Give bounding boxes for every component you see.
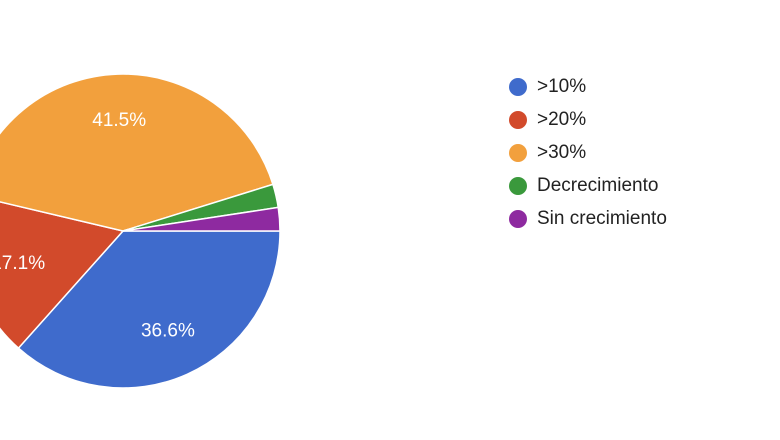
slice-label: 17.1% [0, 253, 45, 274]
legend-swatch [509, 144, 527, 162]
legend-text: Sin crecimiento [537, 208, 667, 229]
legend-text: >10% [537, 76, 586, 97]
legend-swatch [509, 78, 527, 96]
pie-slice [122, 206, 281, 232]
legend-swatch [509, 111, 527, 129]
legend-swatch [509, 177, 527, 195]
legend-swatch [509, 210, 527, 228]
legend-text: >30% [537, 142, 586, 163]
slice-label: 41.5% [92, 110, 146, 131]
slice-label: 36.6% [141, 320, 195, 341]
legend-text: Decrecimiento [537, 175, 658, 196]
pie-slice [17, 230, 281, 389]
pie-slice [0, 201, 125, 350]
legend-text: >20% [537, 109, 586, 130]
pie-slice [0, 73, 274, 232]
